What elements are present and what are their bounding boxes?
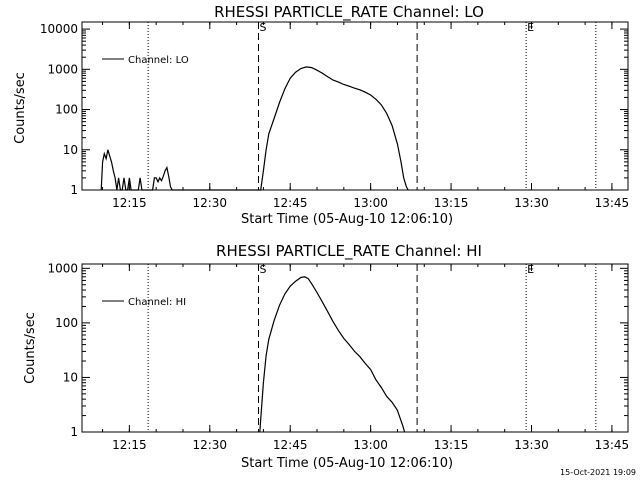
x-tick-label: 12:30 [192, 438, 227, 452]
x-axis-label: Start Time (05-Aug-10 12:06:10) [241, 456, 453, 471]
legend-entry: Channel: HI [128, 297, 186, 308]
y-tick-label: 100 [55, 103, 78, 117]
y-tick-label: 10000 [40, 22, 78, 36]
x-tick-label: 12:15 [112, 438, 147, 452]
y-tick-label: 1 [70, 183, 78, 197]
y-tick-label: 1 [70, 425, 78, 439]
y-tick-label: 1000 [47, 261, 78, 275]
y-axis-label: Counts/sec [23, 312, 38, 384]
event-marker-label: S [259, 263, 266, 276]
plot-frame [81, 21, 629, 191]
x-tick-label: 12:30 [192, 196, 227, 210]
y-tick-label: 1000 [47, 62, 78, 76]
y-tick-label: 10 [63, 370, 78, 384]
x-tick-label: 12:15 [112, 196, 147, 210]
plot-frame [81, 263, 629, 433]
panel-title: RHESSI PARTICLE_RATE Channel: LO [214, 3, 484, 22]
axes-frame: 12:15 12:30 12:45 13:00 13:15 13:30 13:45 1 10 10… [47, 261, 629, 452]
series-line [259, 276, 406, 433]
x-tick-label: 13:45 [595, 438, 630, 452]
generation-timestamp: 15-Oct-2021 19:09 [560, 468, 636, 477]
x-tick-label: 13:30 [514, 196, 549, 210]
event-marker-label: E [527, 263, 534, 276]
y-tick-label: 100 [55, 316, 78, 330]
series-line [100, 66, 409, 191]
x-tick-label: 12:45 [273, 196, 308, 210]
panel-lo-channel: RHESSI PARTICLE_RATE Channel: LO 12:15 12… [13, 3, 629, 227]
y-tick-label: 10 [63, 143, 78, 157]
legend-entry: Channel: LO [128, 55, 189, 66]
x-axis-label: Start Time (05-Aug-10 12:06:10) [241, 212, 453, 227]
x-tick-label: 13:15 [434, 438, 469, 452]
axes-frame: 12:15 12:30 12:45 13:00 13:15 13:30 13:45 1 10 10… [40, 21, 629, 210]
x-tick-label: 13:00 [353, 438, 388, 452]
panel-hi-channel: RHESSI PARTICLE_RATE Channel: HI 12:15 12… [23, 242, 629, 471]
panel-title: RHESSI PARTICLE_RATE Channel: HI [216, 242, 482, 261]
event-marker-label: E [527, 21, 534, 34]
x-tick-label: 13:00 [353, 196, 388, 210]
x-tick-label: 12:45 [273, 438, 308, 452]
x-tick-label: 13:15 [434, 196, 469, 210]
x-tick-label: 13:45 [595, 196, 630, 210]
y-axis-label: Counts/sec [13, 72, 28, 144]
x-tick-label: 13:30 [514, 438, 549, 452]
event-marker-label: S [259, 21, 266, 34]
